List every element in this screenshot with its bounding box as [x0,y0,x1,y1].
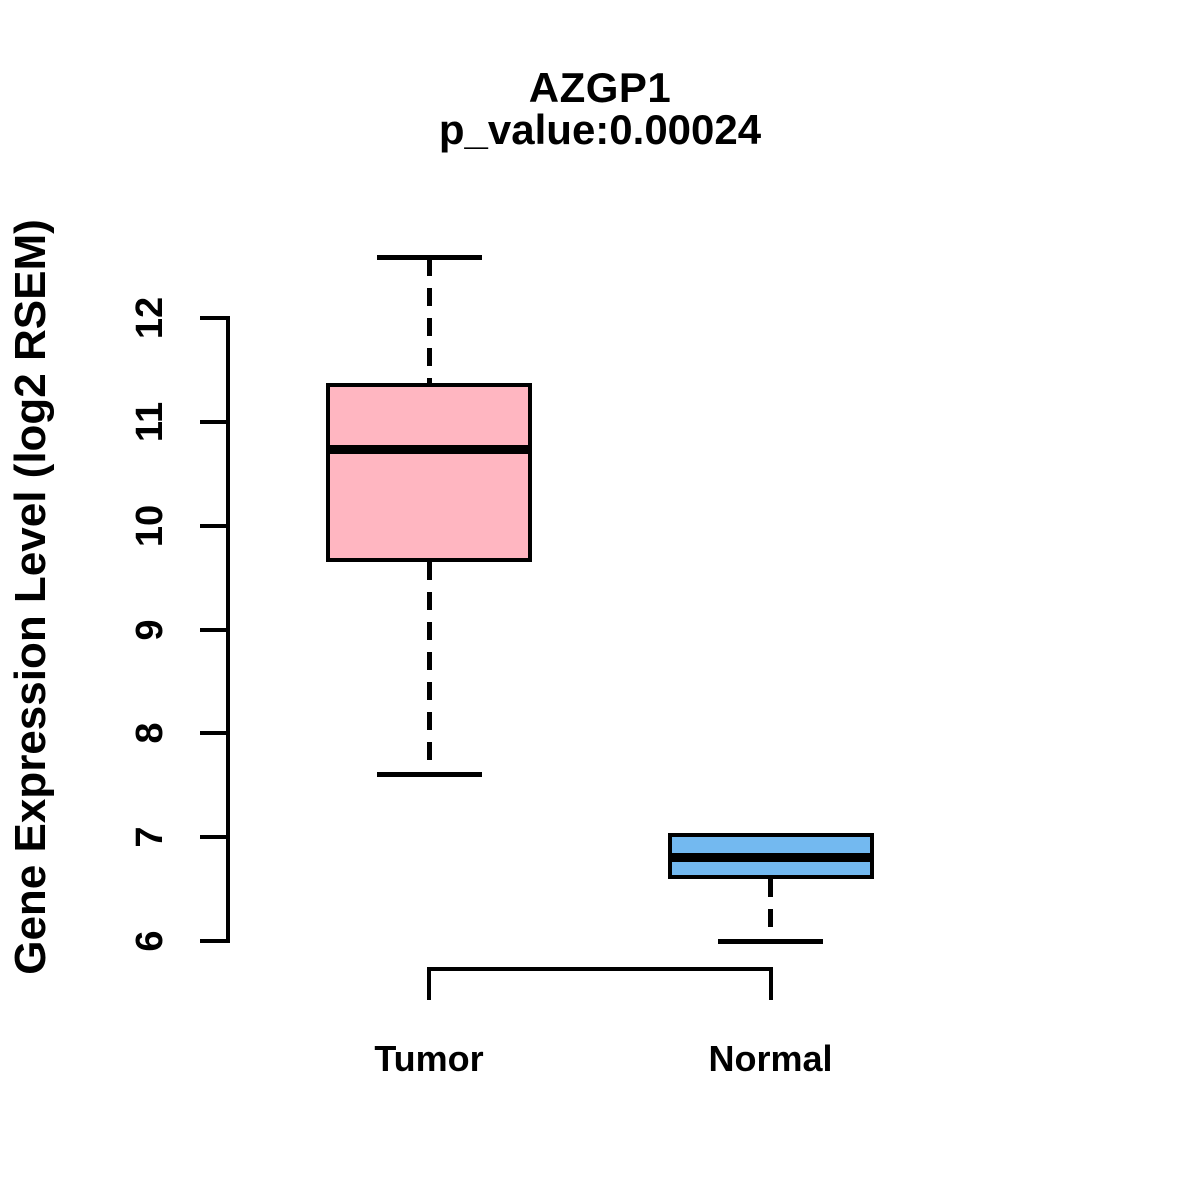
x-category-label-normal: Normal [708,1038,833,1079]
y-axis-tick-label: 11 [129,401,171,442]
x-axis-bracket-tick-left [427,967,431,1000]
lower-whisker-line-tumor [426,562,432,775]
y-axis-tick-label: 8 [129,722,171,744]
y-axis-tick-label: 9 [129,618,171,641]
x-category-label-tumor: Tumor [374,1038,484,1079]
y-axis-tick-label: 10 [129,504,171,547]
y-axis-tick [200,835,226,840]
x-axis-bracket-line [429,967,771,971]
box-tumor [326,383,532,562]
y-axis-tick-label: 7 [129,826,171,848]
y-axis-tick [200,523,226,528]
y-axis-tick-label: 12 [129,296,171,340]
y-axis-line [226,316,230,943]
y-axis-tick [200,731,226,736]
x-axis-bracket-tick-right [768,967,773,1000]
y-axis-tick [200,419,226,424]
lower-whisker-line-normal [768,878,773,941]
upper-whisker-cap-tumor [376,255,482,261]
y-axis-tick [200,627,226,632]
median-line-normal [667,853,874,863]
chart-pvalue-subtitle: p_value:0.00024 [438,106,762,153]
y-axis-tick [200,939,226,943]
median-line-tumor [326,445,532,455]
y-axis-tick [200,316,226,320]
lower-whisker-cap-tumor [376,772,482,778]
y-axis-label: Gene Expression Level (log2 RSEM) [6,219,55,975]
chart-title: AZGP1 [528,64,672,111]
upper-whisker-line-tumor [426,257,432,384]
lower-whisker-cap-normal [718,938,823,944]
y-axis-tick-label: 6 [129,930,171,952]
